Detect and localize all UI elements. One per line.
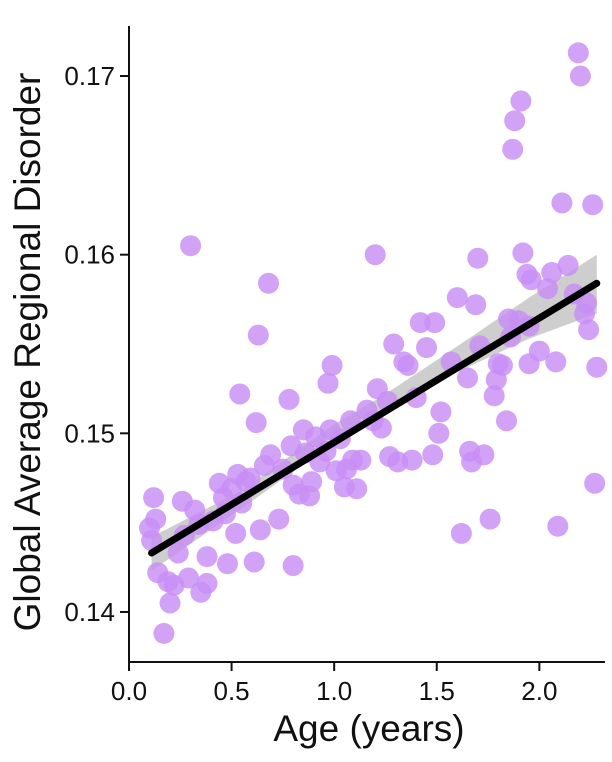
data-point xyxy=(551,192,573,214)
data-point xyxy=(479,508,501,530)
data-point xyxy=(346,478,368,500)
y-axis-title: Global Average Regional Disorder xyxy=(7,73,48,632)
data-point xyxy=(428,422,450,444)
data-point xyxy=(239,467,261,489)
y-axis-ticks: 0.14 0.15 0.16 0.17 xyxy=(64,61,129,627)
data-point xyxy=(217,553,238,575)
data-point xyxy=(450,522,472,544)
data-point xyxy=(282,555,304,576)
data-point xyxy=(502,138,524,160)
data-point xyxy=(153,622,175,644)
data-point xyxy=(383,333,405,355)
data-point xyxy=(167,542,189,564)
data-point xyxy=(520,269,542,291)
x-tick-label: 0.5 xyxy=(214,676,250,706)
data-point xyxy=(467,247,489,269)
data-point xyxy=(510,90,532,112)
data-point xyxy=(243,551,265,573)
data-point xyxy=(370,417,392,439)
data-point xyxy=(229,383,251,405)
data-point xyxy=(545,351,567,373)
x-axis-title: Age (years) xyxy=(273,708,464,749)
data-point xyxy=(537,278,559,300)
data-point xyxy=(496,410,517,432)
data-point xyxy=(541,262,563,283)
data-point xyxy=(416,337,437,359)
data-point xyxy=(364,244,386,266)
data-point xyxy=(196,546,218,568)
data-point xyxy=(249,519,271,541)
data-point xyxy=(278,388,300,410)
data-point xyxy=(159,592,181,614)
data-point xyxy=(268,508,290,530)
data-point xyxy=(576,292,597,314)
data-point xyxy=(260,444,282,466)
data-point xyxy=(586,356,608,378)
data-point xyxy=(582,194,604,216)
data-point xyxy=(225,522,247,544)
x-tick-label: 0.0 xyxy=(111,676,147,706)
data-point xyxy=(409,312,431,334)
data-point xyxy=(196,572,218,594)
data-point xyxy=(317,372,339,394)
data-point xyxy=(401,449,423,471)
y-tick-label: 0.16 xyxy=(64,240,115,270)
data-point xyxy=(350,449,372,471)
data-point xyxy=(143,487,165,509)
data-point xyxy=(557,254,579,276)
y-tick-label: 0.17 xyxy=(64,61,115,91)
data-point xyxy=(567,42,589,64)
y-tick-label: 0.14 xyxy=(64,597,115,627)
x-axis-ticks: 0.0 0.5 1.0 1.5 2.0 xyxy=(111,662,557,706)
fit-line xyxy=(148,279,601,557)
y-tick-label: 0.15 xyxy=(64,418,115,448)
data-point xyxy=(180,235,202,257)
data-point xyxy=(547,515,569,537)
data-point xyxy=(321,354,343,376)
x-tick-label: 1.0 xyxy=(316,676,352,706)
data-point xyxy=(457,367,478,389)
fit-line-layer xyxy=(148,279,601,557)
data-point xyxy=(465,294,487,316)
data-point xyxy=(584,472,606,494)
data-points-layer xyxy=(139,42,608,644)
data-point xyxy=(424,312,446,334)
x-tick-label: 1.5 xyxy=(419,676,455,706)
data-point xyxy=(258,272,279,294)
data-point xyxy=(504,110,526,132)
data-point xyxy=(245,412,267,434)
data-point xyxy=(473,444,495,466)
data-point xyxy=(512,242,534,264)
data-point xyxy=(430,401,452,423)
data-point xyxy=(569,65,591,87)
data-point xyxy=(247,324,269,346)
data-point xyxy=(446,287,468,309)
data-point xyxy=(145,508,167,530)
data-point xyxy=(528,340,550,362)
data-point xyxy=(491,354,513,376)
data-point xyxy=(397,354,419,376)
data-point xyxy=(301,471,323,493)
data-point xyxy=(178,567,199,589)
data-point xyxy=(483,385,505,407)
data-point xyxy=(422,444,444,466)
data-point xyxy=(578,319,600,341)
x-tick-label: 2.0 xyxy=(521,676,557,706)
